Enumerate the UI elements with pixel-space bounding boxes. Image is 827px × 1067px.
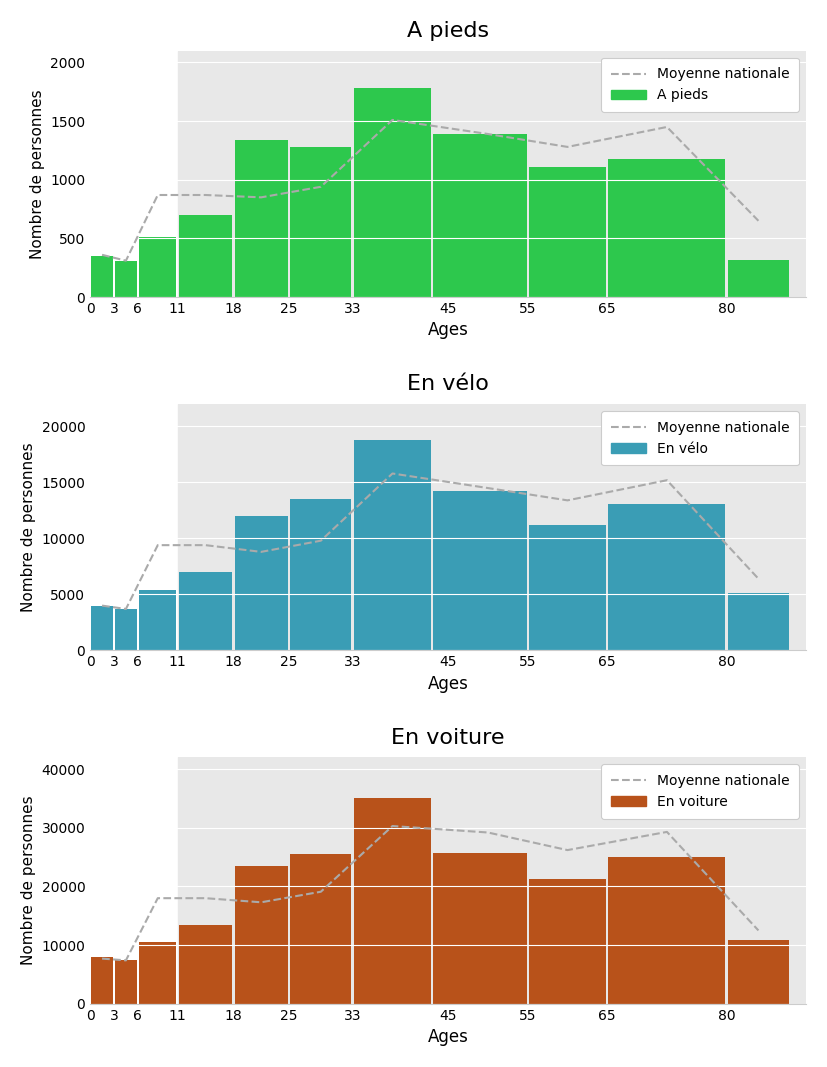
Bar xyxy=(728,259,789,297)
Legend: Moyenne nationale, En vélo: Moyenne nationale, En vélo xyxy=(601,411,799,465)
X-axis label: Ages: Ages xyxy=(428,321,469,339)
Bar xyxy=(178,404,806,651)
Bar xyxy=(354,89,431,297)
Bar xyxy=(529,525,606,651)
Bar xyxy=(728,940,789,1004)
Bar xyxy=(235,140,288,297)
Bar xyxy=(91,606,112,651)
Title: En vélo: En vélo xyxy=(407,375,489,394)
Y-axis label: Nombre de personnes: Nombre de personnes xyxy=(21,443,36,612)
Legend: Moyenne nationale, A pieds: Moyenne nationale, A pieds xyxy=(601,58,799,112)
Bar xyxy=(290,855,351,1004)
Bar xyxy=(235,866,288,1004)
Bar xyxy=(178,758,806,1004)
X-axis label: Ages: Ages xyxy=(428,1029,469,1046)
Bar xyxy=(290,147,351,297)
Bar xyxy=(609,504,725,651)
X-axis label: Ages: Ages xyxy=(428,674,469,692)
Bar xyxy=(115,260,136,297)
Bar xyxy=(354,798,431,1004)
Bar xyxy=(139,590,176,651)
Bar xyxy=(178,51,806,297)
Bar xyxy=(91,256,112,297)
Bar xyxy=(433,853,527,1004)
Legend: Moyenne nationale, En voiture: Moyenne nationale, En voiture xyxy=(601,764,799,818)
Y-axis label: Nombre de personnes: Nombre de personnes xyxy=(30,89,45,258)
Bar xyxy=(91,957,112,1004)
Bar xyxy=(609,857,725,1004)
Bar xyxy=(529,166,606,297)
Bar xyxy=(290,499,351,651)
Bar xyxy=(139,237,176,297)
Bar xyxy=(433,492,527,651)
Bar xyxy=(115,959,136,1004)
Bar xyxy=(179,572,232,651)
Bar xyxy=(728,593,789,651)
Bar xyxy=(179,925,232,1004)
Bar xyxy=(179,214,232,297)
Bar xyxy=(235,516,288,651)
Title: En voiture: En voiture xyxy=(391,728,505,748)
Bar xyxy=(354,440,431,651)
Bar xyxy=(609,159,725,297)
Y-axis label: Nombre de personnes: Nombre de personnes xyxy=(21,796,36,966)
Bar xyxy=(115,609,136,651)
Bar xyxy=(139,942,176,1004)
Bar xyxy=(433,134,527,297)
Title: A pieds: A pieds xyxy=(407,21,490,41)
Bar xyxy=(529,879,606,1004)
